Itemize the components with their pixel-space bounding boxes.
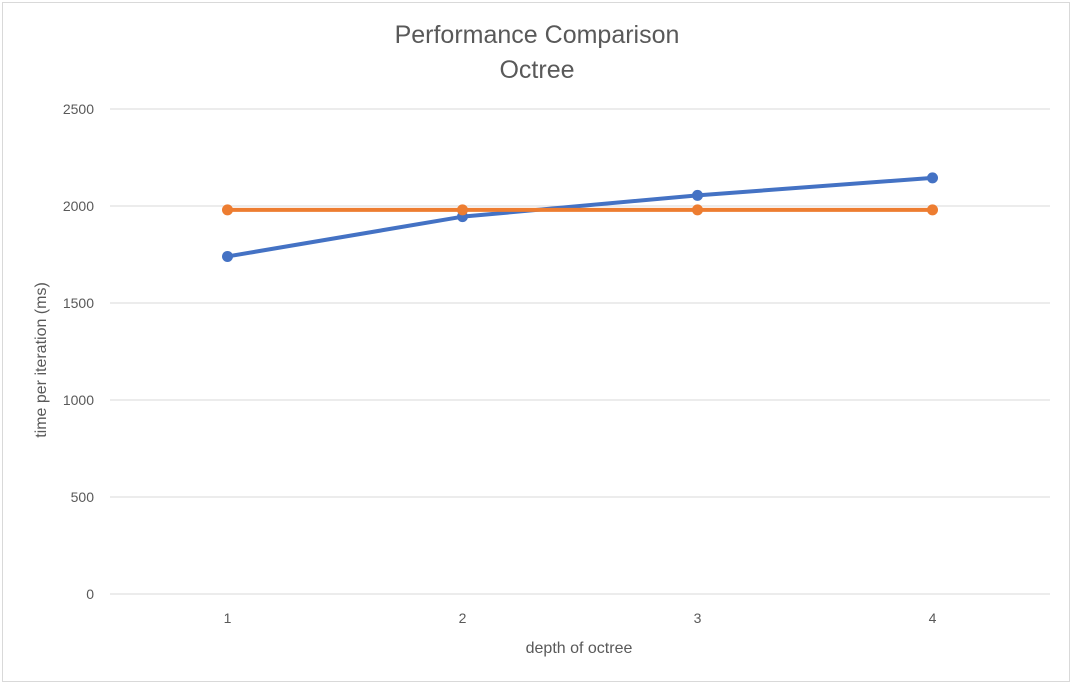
y-tick-label-500: 500 (71, 489, 95, 505)
y-axis-title: time per iteration (ms) (33, 282, 50, 438)
y-tick-label-0: 0 (86, 586, 94, 602)
series-1-point-4 (927, 172, 938, 184)
x-tick-label-1: 1 (224, 610, 232, 626)
series-1-point-1 (222, 250, 233, 262)
series-2 (222, 204, 938, 216)
x-tick-label-3: 3 (694, 610, 702, 626)
series-2-point-1 (222, 204, 233, 216)
y-axis-tick-labels: 0 500 1000 1500 2000 2500 (63, 101, 94, 602)
x-axis-tick-labels: 1 2 3 4 (224, 610, 937, 626)
series-2-point-2 (457, 204, 468, 216)
y-tick-label-2500: 2500 (63, 101, 94, 117)
gridlines (110, 108, 1050, 595)
series-2-point-3 (692, 204, 703, 216)
y-tick-label-1500: 1500 (63, 295, 94, 311)
x-tick-label-2: 2 (459, 610, 467, 626)
series-1-line (225, 175, 935, 259)
chart-title: Performance Comparison (395, 21, 680, 49)
series-1 (222, 172, 938, 262)
series-2-point-4 (927, 204, 938, 216)
series-1-point-3 (692, 189, 703, 201)
y-tick-label-2000: 2000 (63, 198, 94, 214)
series-layer (222, 172, 938, 262)
x-axis-title: depth of octree (526, 640, 633, 657)
y-tick-label-1000: 1000 (63, 392, 94, 408)
x-tick-label-4: 4 (929, 610, 937, 626)
chart-subtitle: Octree (499, 56, 574, 84)
